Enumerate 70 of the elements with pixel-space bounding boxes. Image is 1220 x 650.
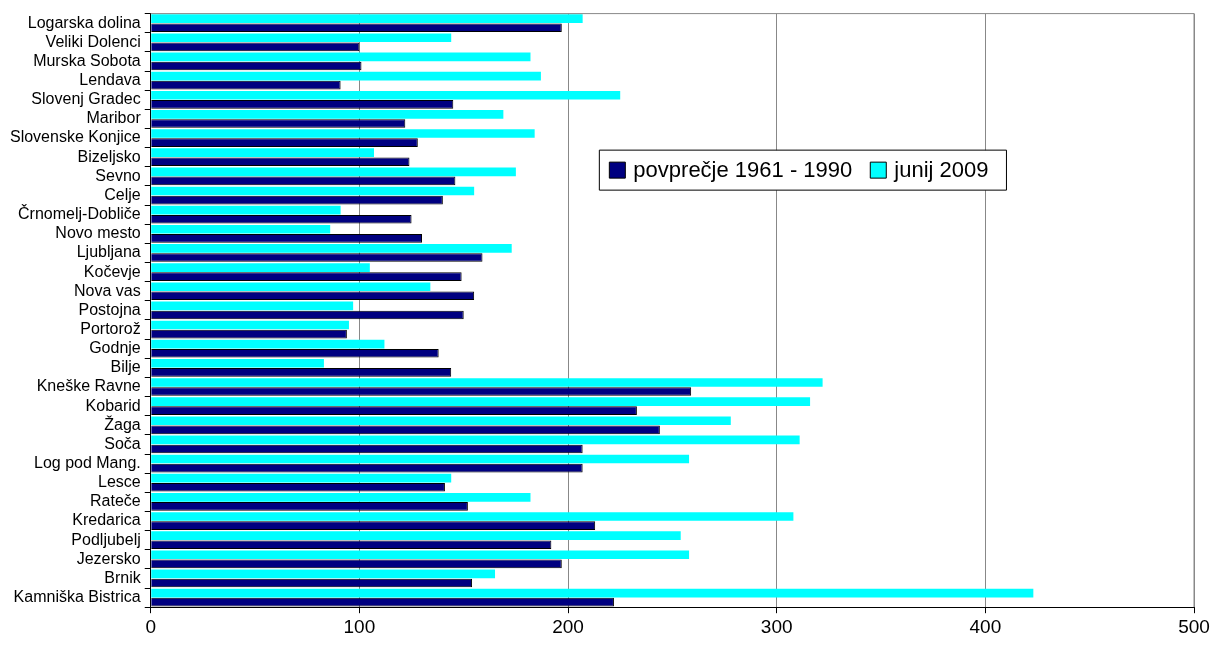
y-tick-label: Godnje bbox=[89, 339, 141, 357]
x-tick-label: 500 bbox=[1178, 615, 1210, 637]
bar bbox=[151, 205, 341, 215]
bar bbox=[151, 454, 690, 464]
bar bbox=[151, 33, 452, 43]
y-tick-label: Lesce bbox=[98, 473, 141, 491]
bar bbox=[151, 110, 504, 119]
y-tick-label: Ljubljana bbox=[76, 243, 141, 261]
y-tick-label: Črnomelj-Dobliče bbox=[18, 204, 141, 223]
bar bbox=[151, 301, 354, 311]
legend-label: povprečje 1961 - 1990 bbox=[633, 157, 853, 183]
bar bbox=[151, 90, 621, 100]
bar bbox=[151, 224, 331, 234]
bar bbox=[151, 186, 475, 196]
y-tick-label: Slovenske Konjice bbox=[9, 128, 141, 146]
bar bbox=[151, 569, 496, 579]
y-tick-label: Rateče bbox=[90, 492, 141, 510]
y-tick-label: Kneške Ravne bbox=[36, 377, 141, 395]
bar bbox=[151, 167, 516, 177]
bar bbox=[151, 282, 431, 292]
bar bbox=[151, 416, 731, 426]
y-tick-label: Sevno bbox=[95, 166, 141, 184]
x-tick-label: 0 bbox=[145, 615, 157, 637]
bar bbox=[151, 512, 794, 521]
y-tick-label: Kobarid bbox=[85, 396, 141, 414]
bar bbox=[151, 473, 452, 483]
y-tick-label: Žaga bbox=[104, 414, 141, 433]
y-tick-label: Novo mesto bbox=[55, 224, 141, 242]
x-tick-label: 200 bbox=[552, 615, 584, 637]
bar bbox=[151, 588, 1034, 598]
y-tick-label: Kamniška Bistrica bbox=[13, 588, 141, 606]
y-tick-label: Jezersko bbox=[76, 549, 141, 567]
y-tick-label: Portorož bbox=[80, 319, 141, 337]
bar bbox=[151, 52, 531, 62]
y-tick-label: Postojna bbox=[78, 300, 141, 318]
bar bbox=[151, 14, 583, 23]
bar bbox=[151, 71, 541, 81]
x-tick-label: 100 bbox=[343, 615, 376, 637]
x-tick-label: 400 bbox=[969, 615, 1002, 637]
bar bbox=[151, 244, 512, 253]
y-tick-label: Podljubelj bbox=[71, 530, 141, 548]
legend-label: junij 2009 bbox=[893, 157, 989, 183]
y-tick-label: Logarska dolina bbox=[27, 13, 141, 31]
bar bbox=[151, 531, 681, 540]
bar bbox=[151, 358, 324, 368]
x-tick-label: 300 bbox=[760, 615, 793, 637]
y-tick-label: Maribor bbox=[86, 109, 142, 127]
bar bbox=[151, 263, 370, 272]
bar bbox=[151, 320, 349, 330]
y-tick-label: Nova vas bbox=[74, 281, 141, 299]
bar bbox=[151, 148, 374, 157]
y-tick-label: Log pod Mang. bbox=[33, 453, 141, 471]
y-tick-label: Kočevje bbox=[83, 262, 141, 280]
y-tick-label: Soča bbox=[104, 434, 141, 452]
bar bbox=[151, 378, 823, 387]
bar bbox=[151, 550, 690, 560]
y-tick-label: Lendava bbox=[79, 71, 141, 89]
y-tick-label: Slovenj Gradec bbox=[31, 90, 141, 108]
bar bbox=[151, 435, 800, 445]
y-tick-label: Brnik bbox=[104, 568, 142, 586]
bar bbox=[151, 493, 531, 502]
bar bbox=[151, 129, 535, 138]
y-tick-label: Celje bbox=[104, 185, 141, 203]
y-tick-label: Bizeljsko bbox=[77, 147, 141, 165]
y-tick-label: Kredarica bbox=[72, 511, 141, 529]
y-tick-label: Bilje bbox=[110, 358, 141, 376]
bar bbox=[151, 397, 811, 406]
bar bbox=[151, 339, 385, 349]
y-tick-label: Murska Sobota bbox=[33, 51, 141, 69]
y-tick-label: Veliki Dolenci bbox=[45, 32, 141, 50]
